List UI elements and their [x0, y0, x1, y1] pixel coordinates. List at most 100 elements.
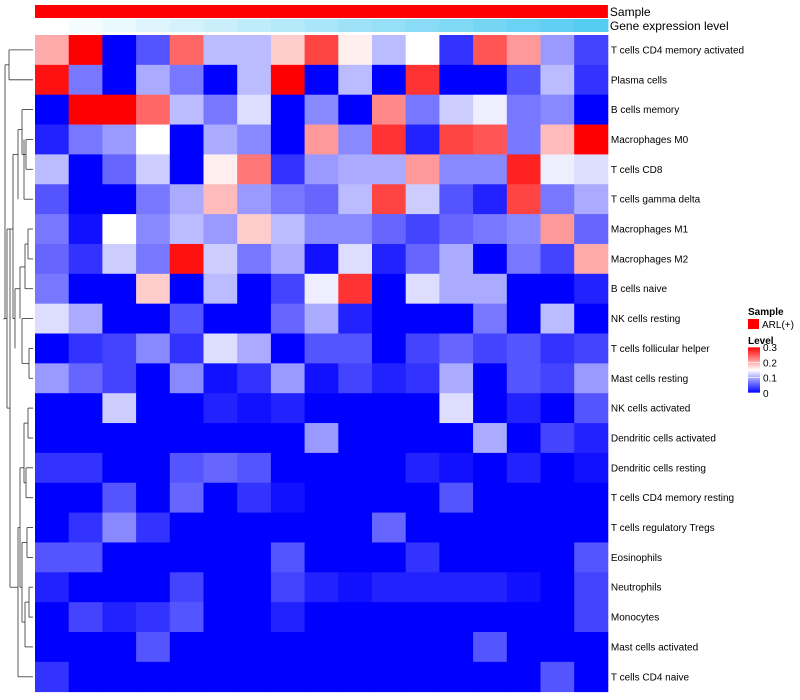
heatmap-cell	[136, 124, 171, 155]
heatmap-cell	[304, 184, 339, 215]
heatmap-cell	[203, 363, 238, 394]
heatmap-cell	[372, 94, 407, 125]
row-label: B cells memory	[611, 105, 679, 116]
heatmap-cell	[270, 273, 305, 305]
heatmap-cell	[237, 243, 272, 275]
heatmap-cell	[203, 542, 238, 573]
row-label: B cells naive	[611, 284, 668, 295]
heatmap-cell	[540, 542, 575, 573]
row-label: Macrophages M1	[611, 225, 689, 236]
annotation-expression-cell	[405, 19, 440, 32]
heatmap-cell	[473, 35, 508, 66]
heatmap-cell	[473, 94, 508, 125]
heatmap-cell	[169, 94, 204, 125]
heatmap-cell	[35, 35, 70, 66]
row-label: Neutrophils	[611, 583, 662, 594]
heatmap-cell	[270, 661, 305, 693]
heatmap-cell	[203, 661, 238, 693]
heatmap-cell	[203, 512, 238, 543]
heatmap-cell	[540, 303, 575, 334]
heatmap-cell	[136, 661, 171, 693]
legend-level-tick-label: 0	[763, 389, 769, 400]
heatmap-cell	[304, 423, 339, 454]
heatmap-cell	[169, 423, 204, 454]
annotation-expression-cell	[304, 19, 339, 32]
heatmap-cell	[338, 482, 373, 513]
heatmap-cell	[574, 572, 609, 603]
heatmap-cell	[372, 243, 407, 275]
heatmap-cell	[338, 124, 373, 155]
heatmap-cell	[439, 94, 474, 125]
heatmap-cell	[405, 482, 440, 513]
heatmap-cell	[506, 35, 541, 66]
heatmap-cell	[439, 363, 474, 394]
heatmap-cell	[68, 602, 103, 633]
heatmap-cell	[405, 124, 440, 155]
legend-level-tick-label: 0.1	[763, 374, 777, 385]
heatmap-cell	[338, 542, 373, 573]
heatmap-cell	[473, 452, 508, 484]
heatmap-cell	[473, 393, 508, 424]
heatmap-cell	[169, 542, 204, 573]
heatmap-cell	[372, 273, 407, 305]
heatmap-cell	[304, 363, 339, 394]
heatmap-cell	[338, 94, 373, 125]
annotation-expression-label: Gene expression level	[610, 19, 729, 33]
annotation-expression-cell	[372, 19, 407, 32]
heatmap-cell	[574, 333, 609, 364]
heatmap-cell	[136, 184, 171, 215]
heatmap-cell	[68, 512, 103, 543]
heatmap-cell	[68, 632, 103, 663]
heatmap-cell	[439, 243, 474, 275]
heatmap-cell	[68, 572, 103, 603]
heatmap-cell	[473, 632, 508, 663]
heatmap-cell	[304, 154, 339, 185]
row-label: T cells CD4 naive	[611, 672, 690, 683]
heatmap-cell	[136, 94, 171, 125]
heatmap-cell	[439, 542, 474, 573]
heatmap-cell	[169, 333, 204, 364]
heatmap-cell	[68, 154, 103, 185]
heatmap-cell	[136, 214, 171, 245]
heatmap-cell	[372, 423, 407, 454]
heatmap-cell	[439, 333, 474, 364]
heatmap-cell	[338, 154, 373, 185]
annotation-expression-cell	[439, 19, 474, 32]
heatmap-cell	[405, 363, 440, 394]
heatmap-cell	[372, 512, 407, 543]
heatmap-cell	[372, 303, 407, 334]
heatmap-cell	[506, 393, 541, 424]
heatmap-cell	[270, 94, 305, 125]
heatmap-cell	[506, 94, 541, 125]
heatmap-cell	[405, 64, 440, 96]
heatmap-cell	[439, 423, 474, 454]
heatmap-cell	[203, 184, 238, 215]
row-label: Macrophages M0	[611, 135, 689, 146]
heatmap-cell	[270, 572, 305, 603]
heatmap-cell	[304, 452, 339, 484]
row-label: T cells CD4 memory resting	[611, 493, 734, 504]
row-label: T cells gamma delta	[611, 195, 701, 206]
heatmap-cell	[304, 303, 339, 334]
heatmap-cell	[169, 512, 204, 543]
heatmap-cell	[506, 452, 541, 484]
heatmap-cell	[203, 35, 238, 66]
annotation-expression-cell	[473, 19, 508, 32]
heatmap-cell	[540, 333, 575, 364]
heatmap-cell	[338, 333, 373, 364]
heatmap-cell	[304, 512, 339, 543]
heatmap-cell	[203, 393, 238, 424]
heatmap-cell	[338, 661, 373, 693]
heatmap-cell	[473, 661, 508, 693]
heatmap-cell	[574, 303, 609, 334]
heatmap-cell	[574, 661, 609, 693]
row-label: Mast cells resting	[611, 374, 688, 385]
heatmap-cell	[270, 35, 305, 66]
heatmap-cell	[338, 602, 373, 633]
heatmap-cell	[68, 303, 103, 334]
heatmap-cell	[270, 184, 305, 215]
heatmap-cell	[405, 273, 440, 305]
heatmap-cell	[102, 452, 137, 484]
heatmap-cell	[405, 184, 440, 215]
heatmap-cell	[372, 482, 407, 513]
